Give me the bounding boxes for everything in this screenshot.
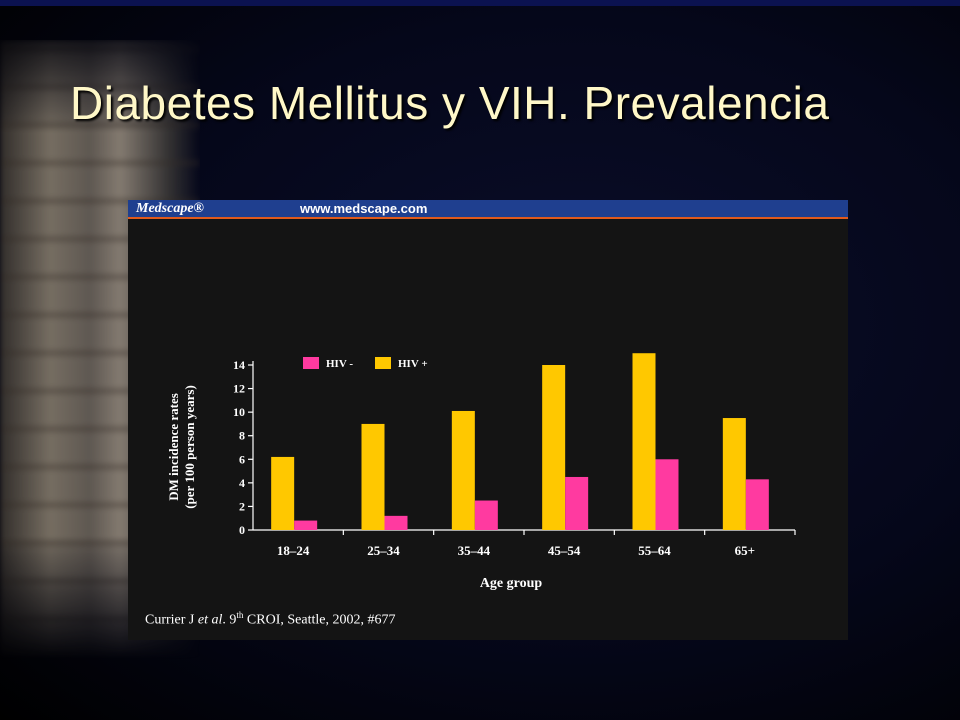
figure-header-bar: Medscape® www.medscape.com: [128, 200, 848, 219]
legend-swatch-hiv-positive: [375, 357, 391, 369]
citation: Currier J et al. 9th CROI, Seattle, 2002…: [145, 610, 395, 629]
y-axis: 0 2 4 6 8 10 12 14: [233, 358, 254, 537]
x-tick-label: 45–54: [548, 543, 581, 558]
citation-authors: Currier J: [145, 612, 198, 628]
bar-hiv-positive: [542, 365, 566, 530]
y-tick-label: 14: [233, 358, 245, 372]
bar-hiv-positive: [361, 423, 385, 530]
y-tick-label: 2: [239, 499, 245, 513]
x-tick-label: 18–24: [277, 543, 310, 558]
legend-swatch-hiv-negative: [303, 357, 319, 369]
chart-figure: Medscape® www.medscape.com HIV - HIV + 0 2…: [128, 200, 848, 640]
bar-group: [271, 353, 769, 530]
slide-title: Diabetes Mellitus y VIH. Prevalencia: [70, 77, 830, 129]
bar-hiv-negative: [474, 500, 498, 530]
bar-hiv-positive: [722, 418, 746, 530]
bar-hiv-negative: [294, 520, 318, 530]
bar-hiv-positive: [632, 353, 656, 530]
y-tick-label: 8: [239, 429, 245, 443]
x-tick-label: 65+: [735, 543, 755, 558]
bar-hiv-negative: [655, 459, 679, 530]
bar-chart: HIV - HIV + 0 2 4 6 8 10 12 14 18–24 25–34 35–44 45…: [166, 353, 796, 591]
x-tick-label: 25–34: [367, 543, 400, 558]
x-axis-label: Age group: [480, 576, 543, 591]
top-border: [0, 0, 960, 6]
bar-hiv-positive: [451, 410, 475, 530]
bar-hiv-negative: [565, 476, 589, 530]
legend-label-hiv-positive: HIV +: [398, 358, 428, 370]
y-tick-label: 12: [233, 382, 245, 396]
chart-legend: HIV - HIV +: [303, 357, 428, 370]
x-axis: 18–24 25–34 35–44 45–54 55–64 65+: [253, 529, 796, 558]
y-axis-label-units: (per 100 person years): [182, 385, 197, 509]
y-tick-label: 10: [233, 405, 245, 419]
citation-et-al: et al: [197, 612, 223, 628]
x-tick-label: 35–44: [458, 543, 491, 558]
bar-hiv-positive: [271, 456, 295, 530]
y-tick-label: 4: [239, 476, 245, 490]
y-tick-label: 0: [239, 523, 245, 537]
bar-hiv-negative: [384, 515, 408, 530]
y-axis-label: DM incidence rates: [166, 393, 181, 501]
x-tick-label: 55–64: [638, 543, 671, 558]
y-tick-label: 6: [239, 452, 245, 466]
site-url: www.medscape.com: [300, 201, 428, 216]
citation-conference: . 9: [222, 612, 237, 628]
citation-ordinal: th: [236, 610, 244, 620]
medscape-logo: Medscape®: [136, 201, 204, 216]
citation-details: CROI, Seattle, 2002, #677: [243, 612, 396, 628]
bar-hiv-negative: [745, 479, 769, 530]
legend-label-hiv-negative: HIV -: [326, 358, 353, 370]
